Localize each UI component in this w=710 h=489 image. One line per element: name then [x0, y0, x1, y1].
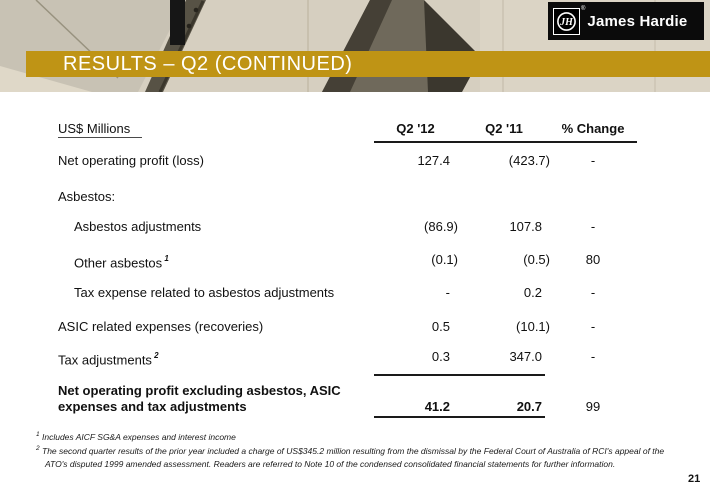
header-rule — [374, 141, 637, 143]
row-label: Asbestos: — [58, 189, 116, 204]
table-row: Tax expense related to asbestos adjustme… — [58, 285, 636, 301]
footnote-1: 1 Includes AICF SG&A expenses and intere… — [36, 431, 236, 442]
row-label: Net operating profit (loss) — [58, 153, 204, 168]
svg-text:JH: JH — [559, 17, 574, 28]
footnotes: 1 Includes AICF SG&A expenses and intere… — [36, 429, 672, 470]
table-header-row: US$ Millions Q2 '12 Q2 '11 % Change — [58, 121, 636, 138]
brand-name: James Hardie — [587, 12, 688, 30]
table-row: Asbestos adjustments (86.9) 107.8 - — [58, 219, 636, 235]
row-value-q2-11: 107.8 — [509, 219, 542, 234]
row-value-pct-change: - — [590, 349, 596, 364]
row-value-q2-12 — [373, 189, 458, 205]
total-value-q2-12: 41.2 — [424, 399, 450, 414]
title-banner: RESULTS – Q2 (CONTINUED) — [26, 51, 710, 77]
row-value-q2-12: 127.4 — [417, 153, 450, 168]
logo: JH ® James Hardie — [548, 2, 704, 40]
footnote-2: 2 The second quarter results of the prio… — [36, 445, 665, 469]
total-value-q2-11: 20.7 — [516, 399, 542, 414]
total-label: Net operating profit excluding asbestos,… — [58, 383, 341, 414]
row-value-q2-11: (423.7) — [508, 153, 550, 168]
row-value-q2-12: 0.3 — [431, 349, 450, 364]
total-top-rule — [374, 374, 545, 376]
row-value-q2-11: 0.2 — [523, 285, 542, 300]
row-value-q2-12: (86.9) — [424, 219, 458, 234]
page-number: 21 — [688, 473, 701, 485]
registered-mark: ® — [581, 6, 586, 12]
table-row: Net operating profit (loss) 127.4 (423.7… — [58, 153, 636, 169]
row-value-q2-12: - — [445, 285, 450, 300]
total-row: Net operating profit excluding asbestos,… — [58, 377, 636, 415]
row-value-q2-12: (0.1) — [431, 252, 458, 267]
slide-title: RESULTS – Q2 (CONTINUED) — [63, 52, 353, 75]
row-value-pct-change: 80 — [585, 252, 601, 267]
column-header-q2-12: Q2 '12 — [396, 121, 435, 136]
row-value-pct-change: - — [590, 285, 596, 300]
row-value-q2-11 — [458, 189, 550, 205]
column-header-pct-change: % Change — [561, 121, 625, 136]
row-value-q2-11: (0.5) — [523, 252, 550, 267]
table-row: Other asbestos 1 (0.1) (0.5) 80 — [58, 252, 636, 271]
row-label: Tax expense related to asbestos adjustme… — [74, 285, 335, 300]
table-row: Tax adjustments 2 0.3 347.0 - — [58, 349, 636, 368]
total-value-pct-change: 99 — [585, 399, 601, 414]
row-label: Asbestos adjustments — [74, 219, 202, 234]
row-value-q2-11: (10.1) — [516, 319, 550, 334]
row-label: Other asbestos 1 — [74, 254, 169, 271]
row-value-pct-change: - — [590, 153, 596, 168]
table-row: Asbestos: — [58, 189, 636, 205]
row-label: ASIC related expenses (recoveries) — [58, 319, 264, 334]
row-label: Tax adjustments 2 — [58, 351, 159, 368]
jh-monogram-icon: JH — [553, 7, 580, 35]
row-value-q2-11: 347.0 — [509, 349, 542, 364]
row-value-q2-12: 0.5 — [431, 319, 450, 334]
table-row: ASIC related expenses (recoveries) 0.5 (… — [58, 319, 636, 335]
unit-label: US$ Millions — [58, 121, 143, 138]
unit-label-cell: US$ Millions — [58, 121, 373, 138]
row-value-pct-change: - — [590, 319, 596, 334]
column-header-q2-11: Q2 '11 — [485, 121, 523, 136]
row-value-pct-change: - — [590, 219, 596, 234]
total-bottom-rule — [374, 416, 545, 418]
row-value-pct-change — [550, 189, 636, 205]
